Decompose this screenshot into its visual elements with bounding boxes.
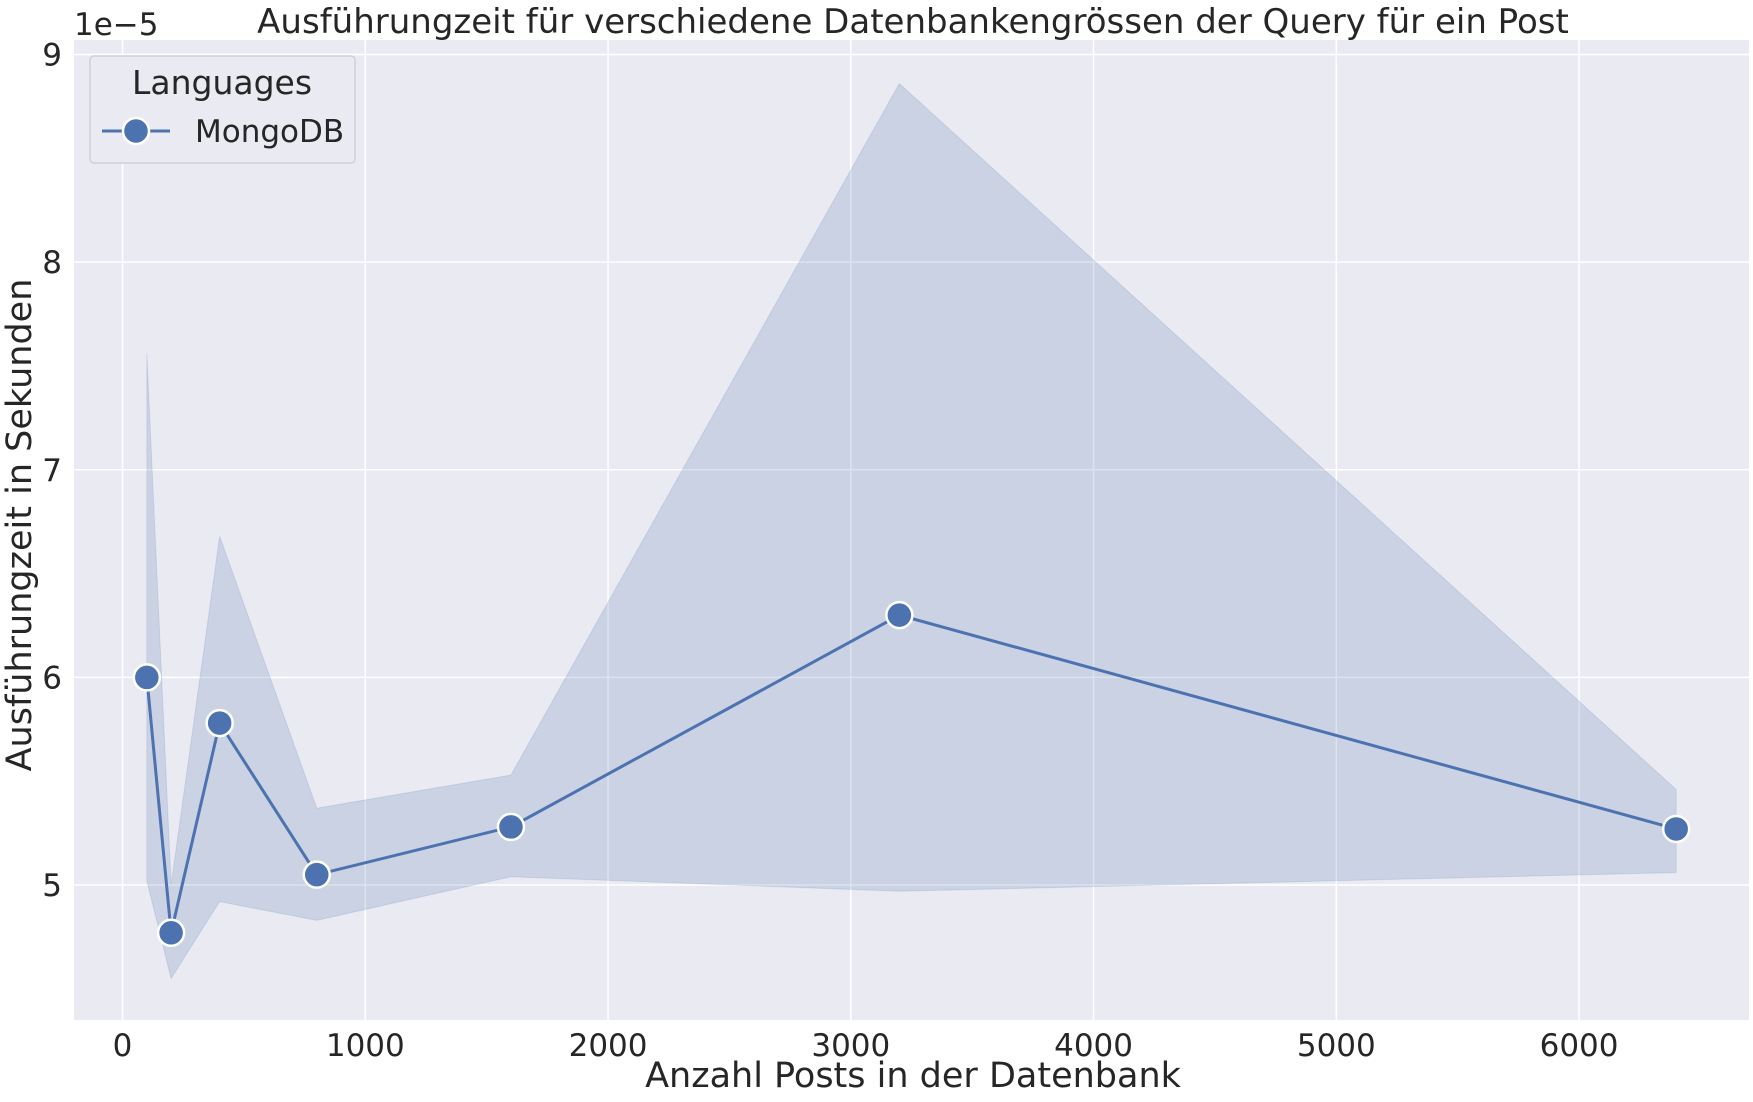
data-point	[885, 600, 914, 630]
y-tick-label: 8	[42, 245, 62, 281]
data-point	[132, 663, 162, 692]
data-point	[302, 860, 332, 889]
y-tick-label: 9	[42, 38, 62, 74]
x-axis-label: Anzahl Posts in der Datenbank	[645, 1056, 1182, 1096]
y-tick-labels: 5 6 7 8 9	[42, 38, 62, 905]
legend-label-mongodb: MongoDB	[195, 114, 344, 150]
data-point	[1661, 814, 1691, 844]
x-tick-label: 2000	[569, 1028, 648, 1064]
y-tick-label: 6	[42, 660, 62, 696]
data-point	[496, 812, 526, 842]
x-tick-labels: 0 1000 2000 3000 4000 5000 6000	[113, 1028, 1619, 1064]
data-points	[132, 600, 1691, 948]
y-axis-offset-label: 1e−5	[74, 7, 159, 43]
confidence-band	[146, 82, 1677, 980]
x-tick-label: 1000	[326, 1028, 405, 1064]
chart-title: Ausführungzeit für verschiedene Datenban…	[257, 2, 1569, 42]
confidence-bands	[146, 82, 1677, 980]
x-tick-label: 6000	[1540, 1028, 1619, 1064]
legend-frame	[89, 55, 356, 164]
data-point	[156, 918, 186, 948]
legend-dot-marker	[121, 116, 151, 146]
x-tick-label: 4000	[1054, 1028, 1133, 1064]
y-tick-label: 5	[42, 868, 62, 904]
legend-title: Languages	[132, 63, 312, 102]
data-point	[205, 708, 234, 738]
legend: Languages MongoDB	[89, 55, 356, 164]
x-tick-label: 0	[113, 1028, 133, 1064]
y-tick-label: 7	[42, 453, 62, 489]
grid	[74, 40, 1749, 1020]
y-axis-label: Ausführungzeit in Sekunden	[0, 279, 40, 772]
plot-area	[74, 40, 1749, 1020]
x-tick-label: 3000	[811, 1028, 890, 1064]
x-tick-label: 5000	[1297, 1028, 1376, 1064]
